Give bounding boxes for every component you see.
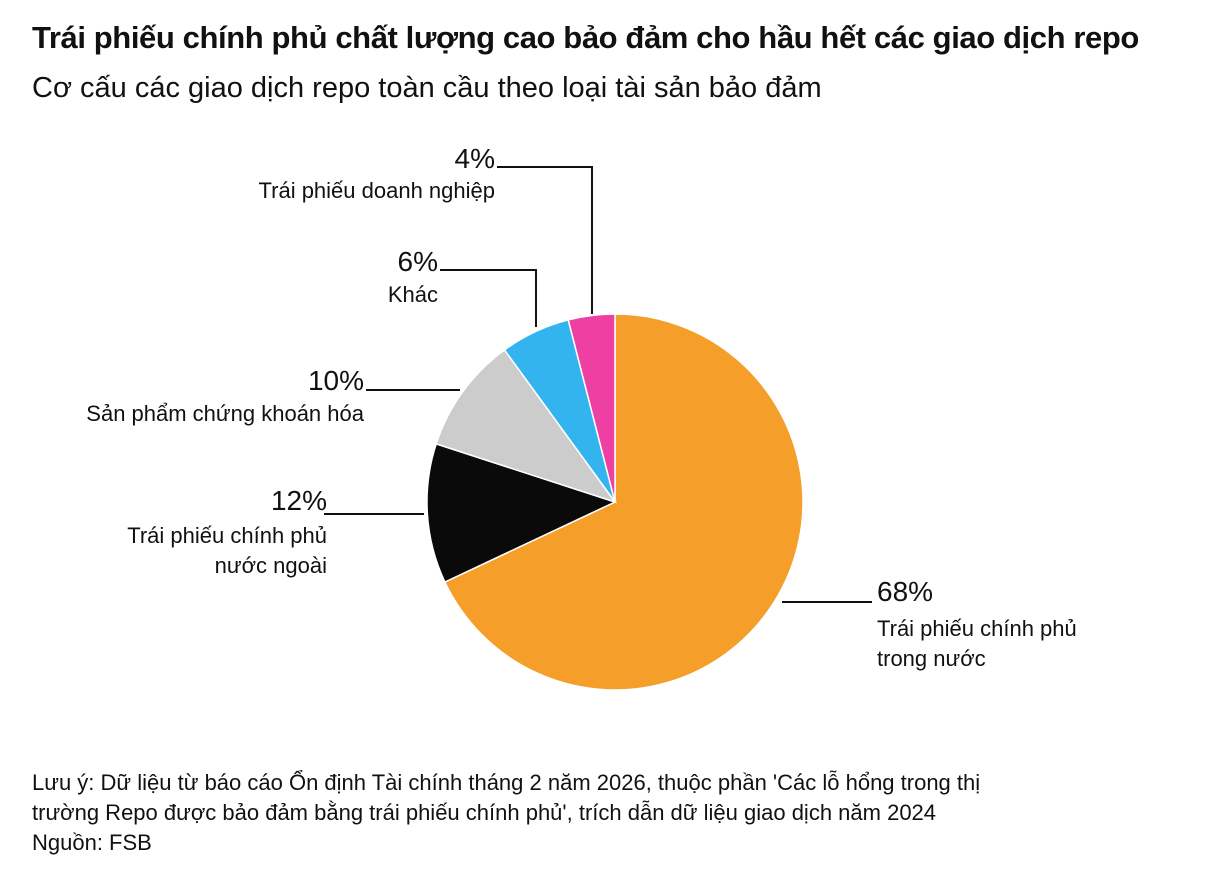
slice-label-trai-phieu-chinh-phu-nuoc-ngoai-line-2: nước ngoài: [215, 553, 327, 578]
slice-label-trai-phieu-chinh-phu-trong-nuoc-line-1: Trái phiếu chính phủ: [877, 616, 1077, 641]
leader-line-trai-phieu-doanh-nghiep: [497, 166, 593, 314]
pie-slice-trai-phieu-chinh-phu-nuoc-ngoai: [426, 442, 618, 584]
slice-label-trai-phieu-chinh-phu-trong-nuoc-line-2: trong nước: [877, 646, 986, 671]
data-label-percent-trai-phieu-chinh-phu-trong-nuoc: 68%: [877, 576, 933, 607]
pie-slice-san-pham-chung-khoan-hoa: [435, 348, 617, 504]
footer-note-line-2: trường Repo được bảo đảm bằng trái phiếu…: [32, 800, 937, 825]
footer-note-line-1: Lưu ý: Dữ liệu từ báo cáo Ổn định Tài ch…: [32, 770, 981, 795]
slice-label-trai-phieu-doanh-nghiep-line-1: Trái phiếu doanh nghiệp: [259, 178, 495, 203]
pie-slice-trai-phieu-chinh-phu-trong-nuoc: [443, 313, 804, 691]
pie-chart: 68% Trái phiếu chính phủ trong nước 12% Trái…: [86, 143, 1077, 691]
leader-line-khac: [440, 269, 537, 327]
data-label-percent-trai-phieu-doanh-nghiep: 4%: [455, 143, 495, 174]
chart-title: Trái phiếu chính phủ chất lượng cao bảo …: [32, 20, 1139, 55]
data-label-percent-khac: 6%: [398, 246, 438, 277]
pie-slice-trai-phieu-doanh-nghiep: [567, 313, 616, 503]
footer-source: Nguồn: FSB: [32, 830, 152, 855]
chart-subtitle: Cơ cấu các giao dịch repo toàn cầu theo …: [32, 72, 822, 104]
chart-footer: Lưu ý: Dữ liệu từ báo cáo Ổn định Tài ch…: [32, 768, 1192, 858]
slice-label-trai-phieu-chinh-phu-nuoc-ngoai-line-1: Trái phiếu chính phủ: [127, 523, 327, 548]
data-label-percent-trai-phieu-chinh-phu-nuoc-ngoai: 12%: [271, 485, 327, 516]
data-label-percent-san-pham-chung-khoan-hoa: 10%: [308, 365, 364, 396]
slice-label-khac-line-1: Khác: [388, 282, 438, 307]
slice-label-san-pham-chung-khoan-hoa-line-1: Sản phẩm chứng khoán hóa: [86, 401, 364, 426]
